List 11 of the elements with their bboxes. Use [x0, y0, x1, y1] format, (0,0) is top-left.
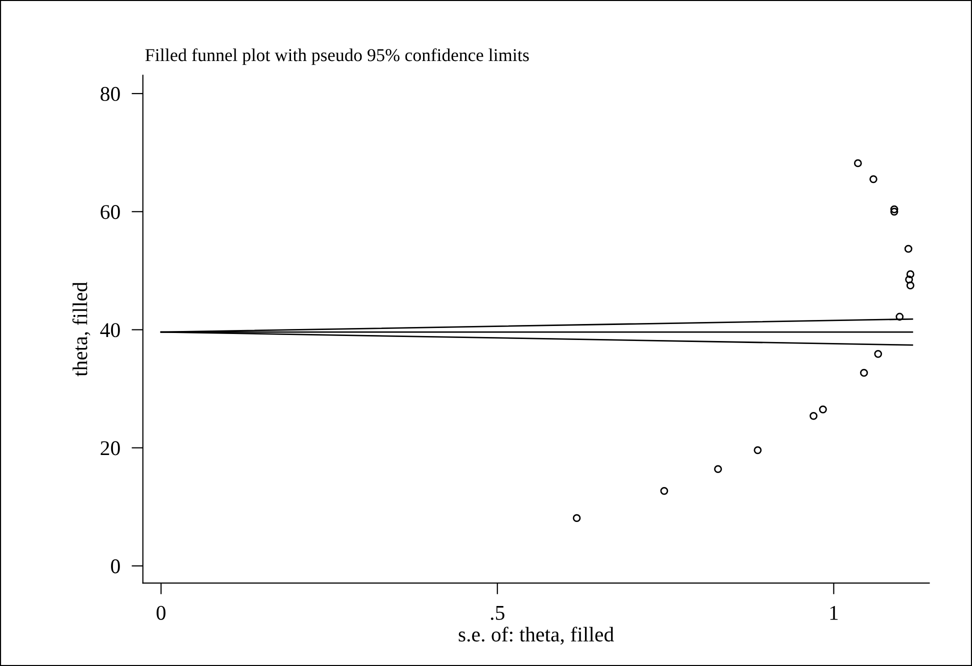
y-tick-label: 0 [111, 559, 120, 574]
y-axis-title: theta, filled [72, 282, 90, 376]
x-tick-label: 0 [156, 606, 166, 620]
y-tick-label: 80 [100, 86, 120, 101]
y-tick-label: 40 [100, 323, 120, 338]
y-tick-label: 20 [100, 441, 120, 456]
x-tick-label: .5 [490, 606, 504, 620]
chart-title: Filled funnel plot with pseudo 95% confidence limits [145, 48, 529, 65]
x-tick-label: 1 [830, 606, 838, 620]
y-tick-label: 60 [100, 205, 120, 220]
x-axis-title: s.e. of: theta, filled [458, 626, 614, 645]
